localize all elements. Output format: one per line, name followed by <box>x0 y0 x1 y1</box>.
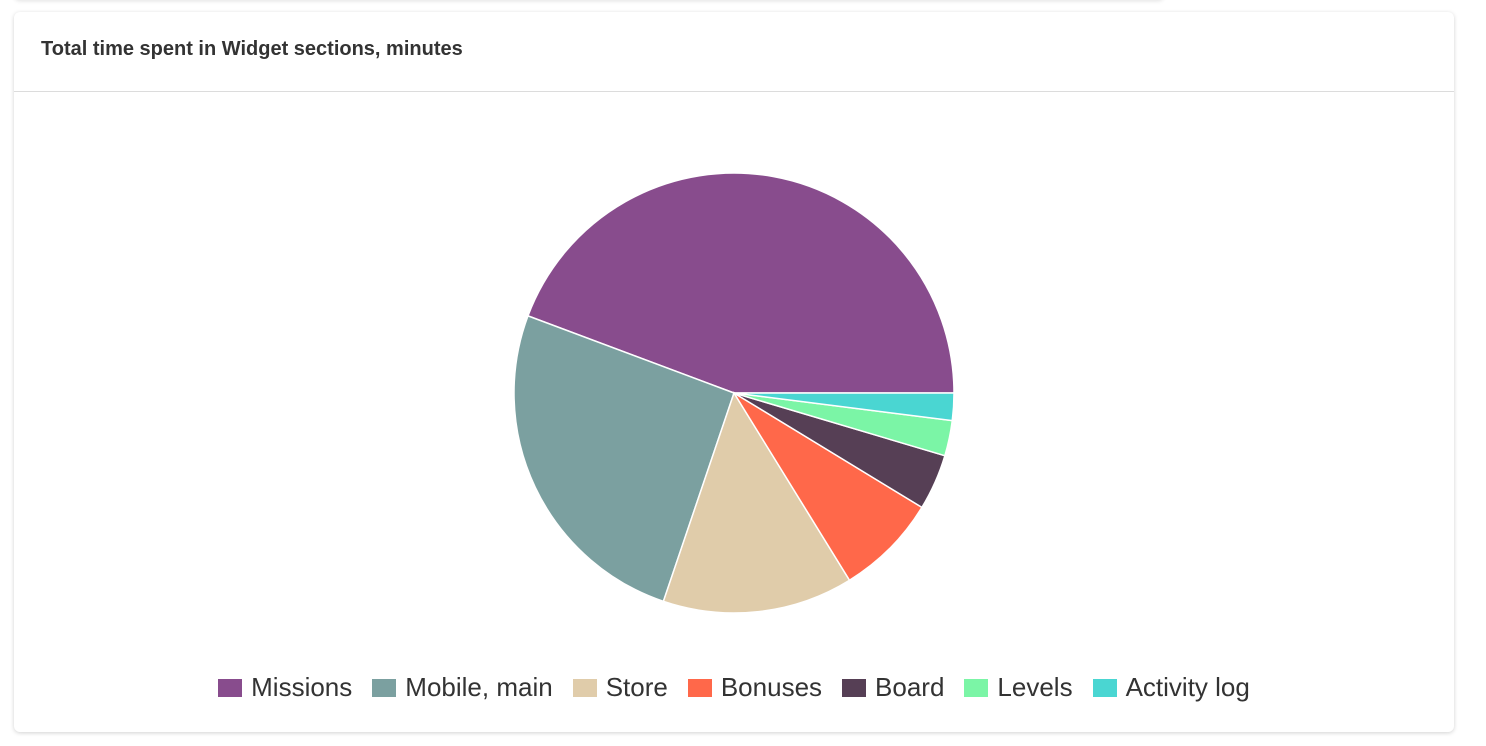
legend-label: Store <box>605 672 668 702</box>
chart-title: Total time spent in Widget sections, min… <box>41 38 463 60</box>
legend-swatch <box>687 678 712 697</box>
legend-item-mobile-main[interactable]: Mobile, main <box>372 672 553 703</box>
legend-swatch <box>842 678 867 697</box>
pie-slice-mobile-main[interactable] <box>513 314 735 603</box>
pie-slice-activity-log[interactable] <box>733 392 955 422</box>
legend-swatch <box>572 678 597 697</box>
legend-swatch <box>964 678 989 697</box>
legend-label: Missions <box>251 672 353 702</box>
legend-item-board[interactable]: Board <box>842 672 944 703</box>
legend-item-store[interactable]: Store <box>572 672 668 703</box>
card-header: Total time spent in Widget sections, min… <box>14 12 1454 92</box>
pie-chart <box>513 172 955 614</box>
legend-item-missions[interactable]: Missions <box>218 672 352 703</box>
legend-swatch <box>372 678 397 697</box>
pie-slice-missions[interactable] <box>526 172 955 394</box>
chart-card: Total time spent in Widget sections, min… <box>14 12 1454 732</box>
pie-slice-store[interactable] <box>662 391 851 614</box>
legend-item-levels[interactable]: Levels <box>964 672 1073 703</box>
legend-label: Mobile, main <box>405 672 553 702</box>
legend-swatch <box>218 678 243 697</box>
legend-item-bonuses[interactable]: Bonuses <box>687 672 823 703</box>
legend-label: Activity log <box>1125 672 1250 702</box>
chart-legend: Missions Mobile, main Store Bonuses Board Lev… <box>14 672 1454 703</box>
pie-slice-bonuses[interactable] <box>733 392 923 582</box>
legend-label: Board <box>875 672 945 702</box>
legend-item-activity-log[interactable]: Activity log <box>1092 672 1250 703</box>
legend-label: Levels <box>997 672 1073 702</box>
legend-label: Bonuses <box>720 672 823 702</box>
legend-swatch <box>1092 678 1117 697</box>
